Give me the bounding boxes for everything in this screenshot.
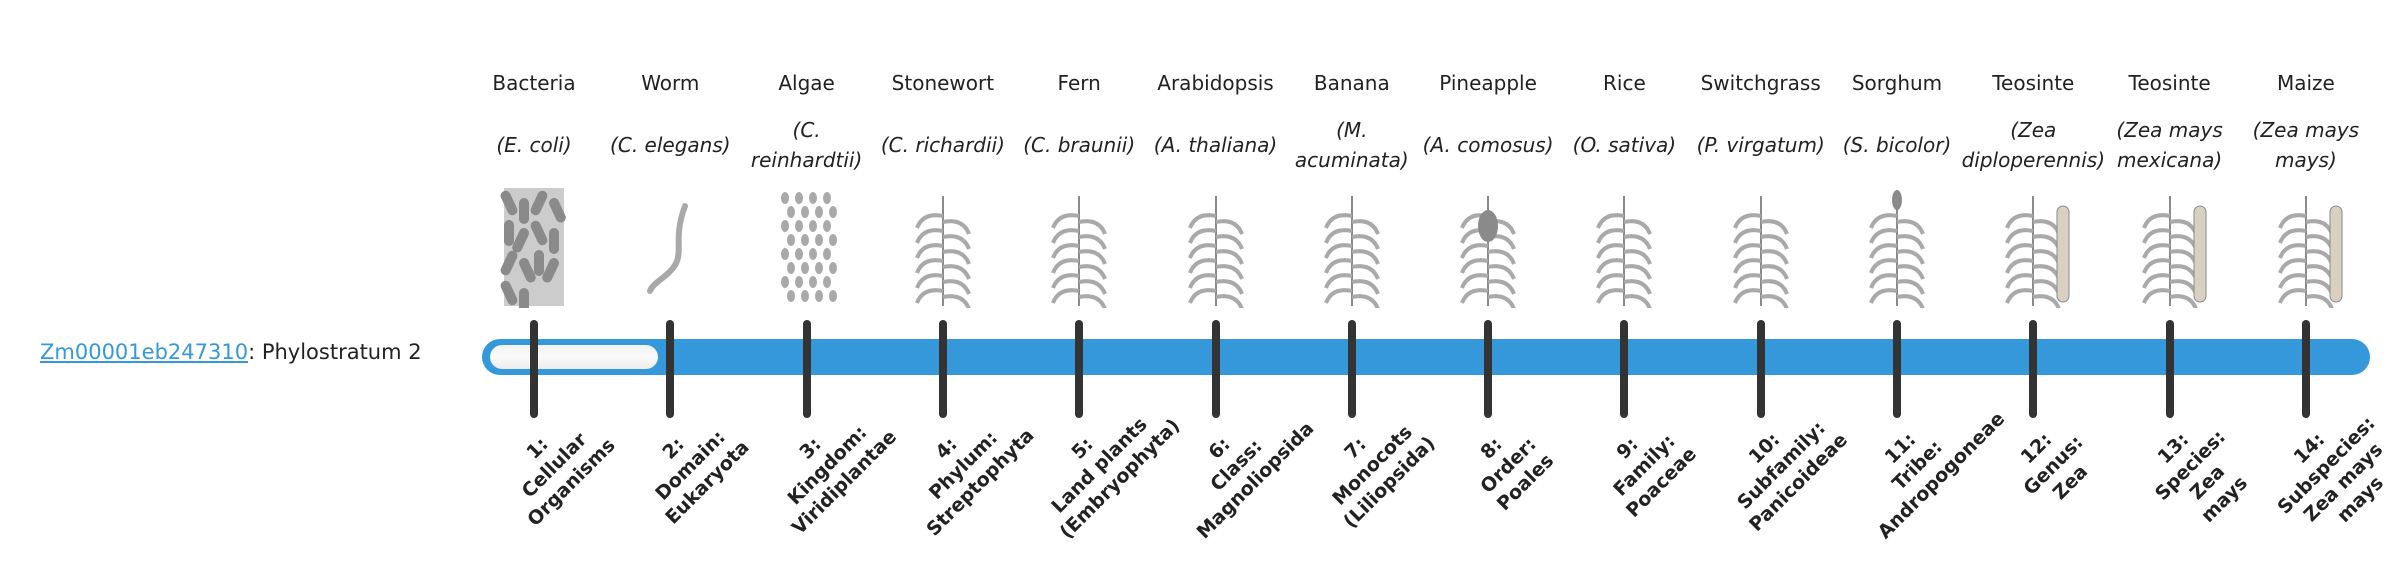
organism-species: (A. comosus) [1422, 133, 1554, 157]
organism-name: Teosinte [1992, 71, 2075, 95]
stratum-tick [1484, 320, 1493, 418]
stratum-tick [2029, 320, 2038, 418]
gene-phylostratum-label: Zm00001eb247310: Phylostratum 2 [40, 340, 422, 364]
phylostratum-progress-bar [482, 339, 2370, 375]
organism-column: Bacteria (E. coli) [466, 66, 602, 308]
teosinte-icon [2005, 196, 2070, 308]
organism-column: Stonewort (C. richardii) [875, 66, 1011, 308]
stratum-tick [666, 320, 675, 418]
stratum-tick [1756, 320, 1765, 418]
organism-species: (C. richardii) [880, 133, 1005, 157]
organism-column: Teosinte (Zea diploperennis) [1961, 66, 2105, 308]
organism-species: (C. elegans) [610, 133, 731, 157]
phylostratum-text: : Phylostratum 2 [248, 340, 422, 364]
stratum-label: 6: Class: Magnoliopsida [1157, 387, 1318, 544]
organism-species: (M. acuminata) [1294, 118, 1409, 172]
organism-column: Fern (C. braunii) [1011, 66, 1147, 308]
progress-bar-unfilled [490, 345, 659, 369]
organism-name: Sorghum [1851, 71, 1943, 95]
stratum-label: 3: Kingdom: Viridiplantae [749, 387, 906, 544]
stonewort-icon [915, 196, 971, 308]
organism-species: (S. bicolor) [1842, 133, 1952, 157]
organism-name: Worm [641, 71, 700, 95]
organism-name: Banana [1313, 71, 1390, 95]
stratum-label: 9: Family: Poaceae [1566, 387, 1723, 544]
organism-name: Pineapple [1439, 71, 1537, 95]
algae-icon [780, 192, 837, 302]
gene-id-link[interactable]: Zm00001eb247310 [40, 340, 249, 364]
bacteria-icon [500, 188, 566, 308]
organism-name: Maize [2276, 71, 2335, 95]
stratum-label: 4: Phylum: Streptophyta [885, 387, 1042, 544]
stratum-label: 10: Subfamily: Panicoideae [1703, 387, 1860, 544]
worm-icon [647, 203, 689, 294]
organism-column: Rice (O. sativa) [1556, 66, 1692, 308]
fern-icon [1051, 196, 1108, 308]
organism-name: Stonewort [891, 71, 995, 95]
stratum-label: 11: Tribe: Andropogoneae [1839, 387, 2010, 544]
organism-species: (Zea mays mexicana) [2116, 118, 2223, 172]
organism-column: Switchgrass (P. virgatum) [1693, 66, 1829, 308]
organism-species: (C. braunii) [1023, 133, 1136, 157]
organism-name: Fern [1057, 71, 1101, 95]
organism-column: Banana (M. acuminata) [1284, 66, 1420, 308]
organism-name: Teosinte [2128, 71, 2211, 95]
organism-name: Rice [1603, 71, 1646, 95]
stratum-label: 7: Monocots (Liliopsida) [1294, 387, 1451, 544]
organism-species: (Zea diploperennis) [1961, 118, 2105, 172]
stratum-label: 12: Genus: Zea [1975, 387, 2132, 544]
stratum-label: 1: Cellular Organisms [476, 387, 633, 544]
banana-icon [1323, 196, 1380, 308]
stratum-label: 13: Species: Zea mays [2112, 387, 2286, 561]
stratum-tick [530, 320, 538, 418]
rice-icon [1596, 196, 1653, 308]
switchgrass-icon [1732, 196, 1789, 308]
stratum-tick [802, 320, 811, 418]
organism-name: Algae [778, 71, 835, 95]
teosinte-icon [2141, 196, 2207, 308]
organism-column: Worm (C. elegans) [602, 66, 738, 308]
stratum-label: 5: Land plants (Embryophyta) [1021, 387, 1184, 544]
organism-species: (O. sativa) [1572, 133, 1677, 157]
organism-column: Algae (C. reinhardtii) [739, 66, 875, 308]
pineapple-icon [1460, 196, 1516, 308]
stratum-label: 14: Subspecies: Zea mays mays [2248, 387, 2400, 561]
organism-name: Switchgrass [1700, 71, 1821, 95]
organism-name: Bacteria [492, 71, 576, 95]
arabidopsis-icon [1187, 196, 1244, 308]
organism-column: Sorghum (S. bicolor) [1829, 66, 1965, 308]
stratum-tick [938, 320, 947, 418]
stratum-tick [1620, 320, 1629, 418]
organism-species: (Zea mays mays) [2252, 118, 2360, 172]
stratum-tick [1893, 320, 1901, 418]
organism-column: Maize (Zea mays mays) [2238, 66, 2374, 308]
maize-icon [2278, 196, 2343, 308]
stratum-tick [1347, 320, 1356, 418]
organism-column: Teosinte (Zea mays mexicana) [2102, 66, 2238, 308]
organism-column: Arabidopsis (A. thaliana) [1148, 66, 1284, 308]
organism-species: (C. reinhardtii) [750, 118, 863, 172]
organism-column: Pineapple (A. comosus) [1420, 66, 1556, 308]
organism-species: (P. virgatum) [1696, 133, 1825, 157]
stratum-label: 2: Domain: Eukaryota [612, 387, 769, 544]
organism-species: (A. thaliana) [1153, 133, 1278, 157]
stratum-tick [1075, 320, 1084, 418]
sorghum-icon [1869, 190, 1925, 308]
stratum-tick [2301, 320, 2310, 418]
stratum-tick [2165, 320, 2174, 418]
stratum-label: 8: Order: Poales [1430, 387, 1587, 544]
stratum-tick [1211, 320, 1220, 418]
organism-name: Arabidopsis [1157, 71, 1274, 95]
organism-species: (E. coli) [496, 133, 572, 157]
